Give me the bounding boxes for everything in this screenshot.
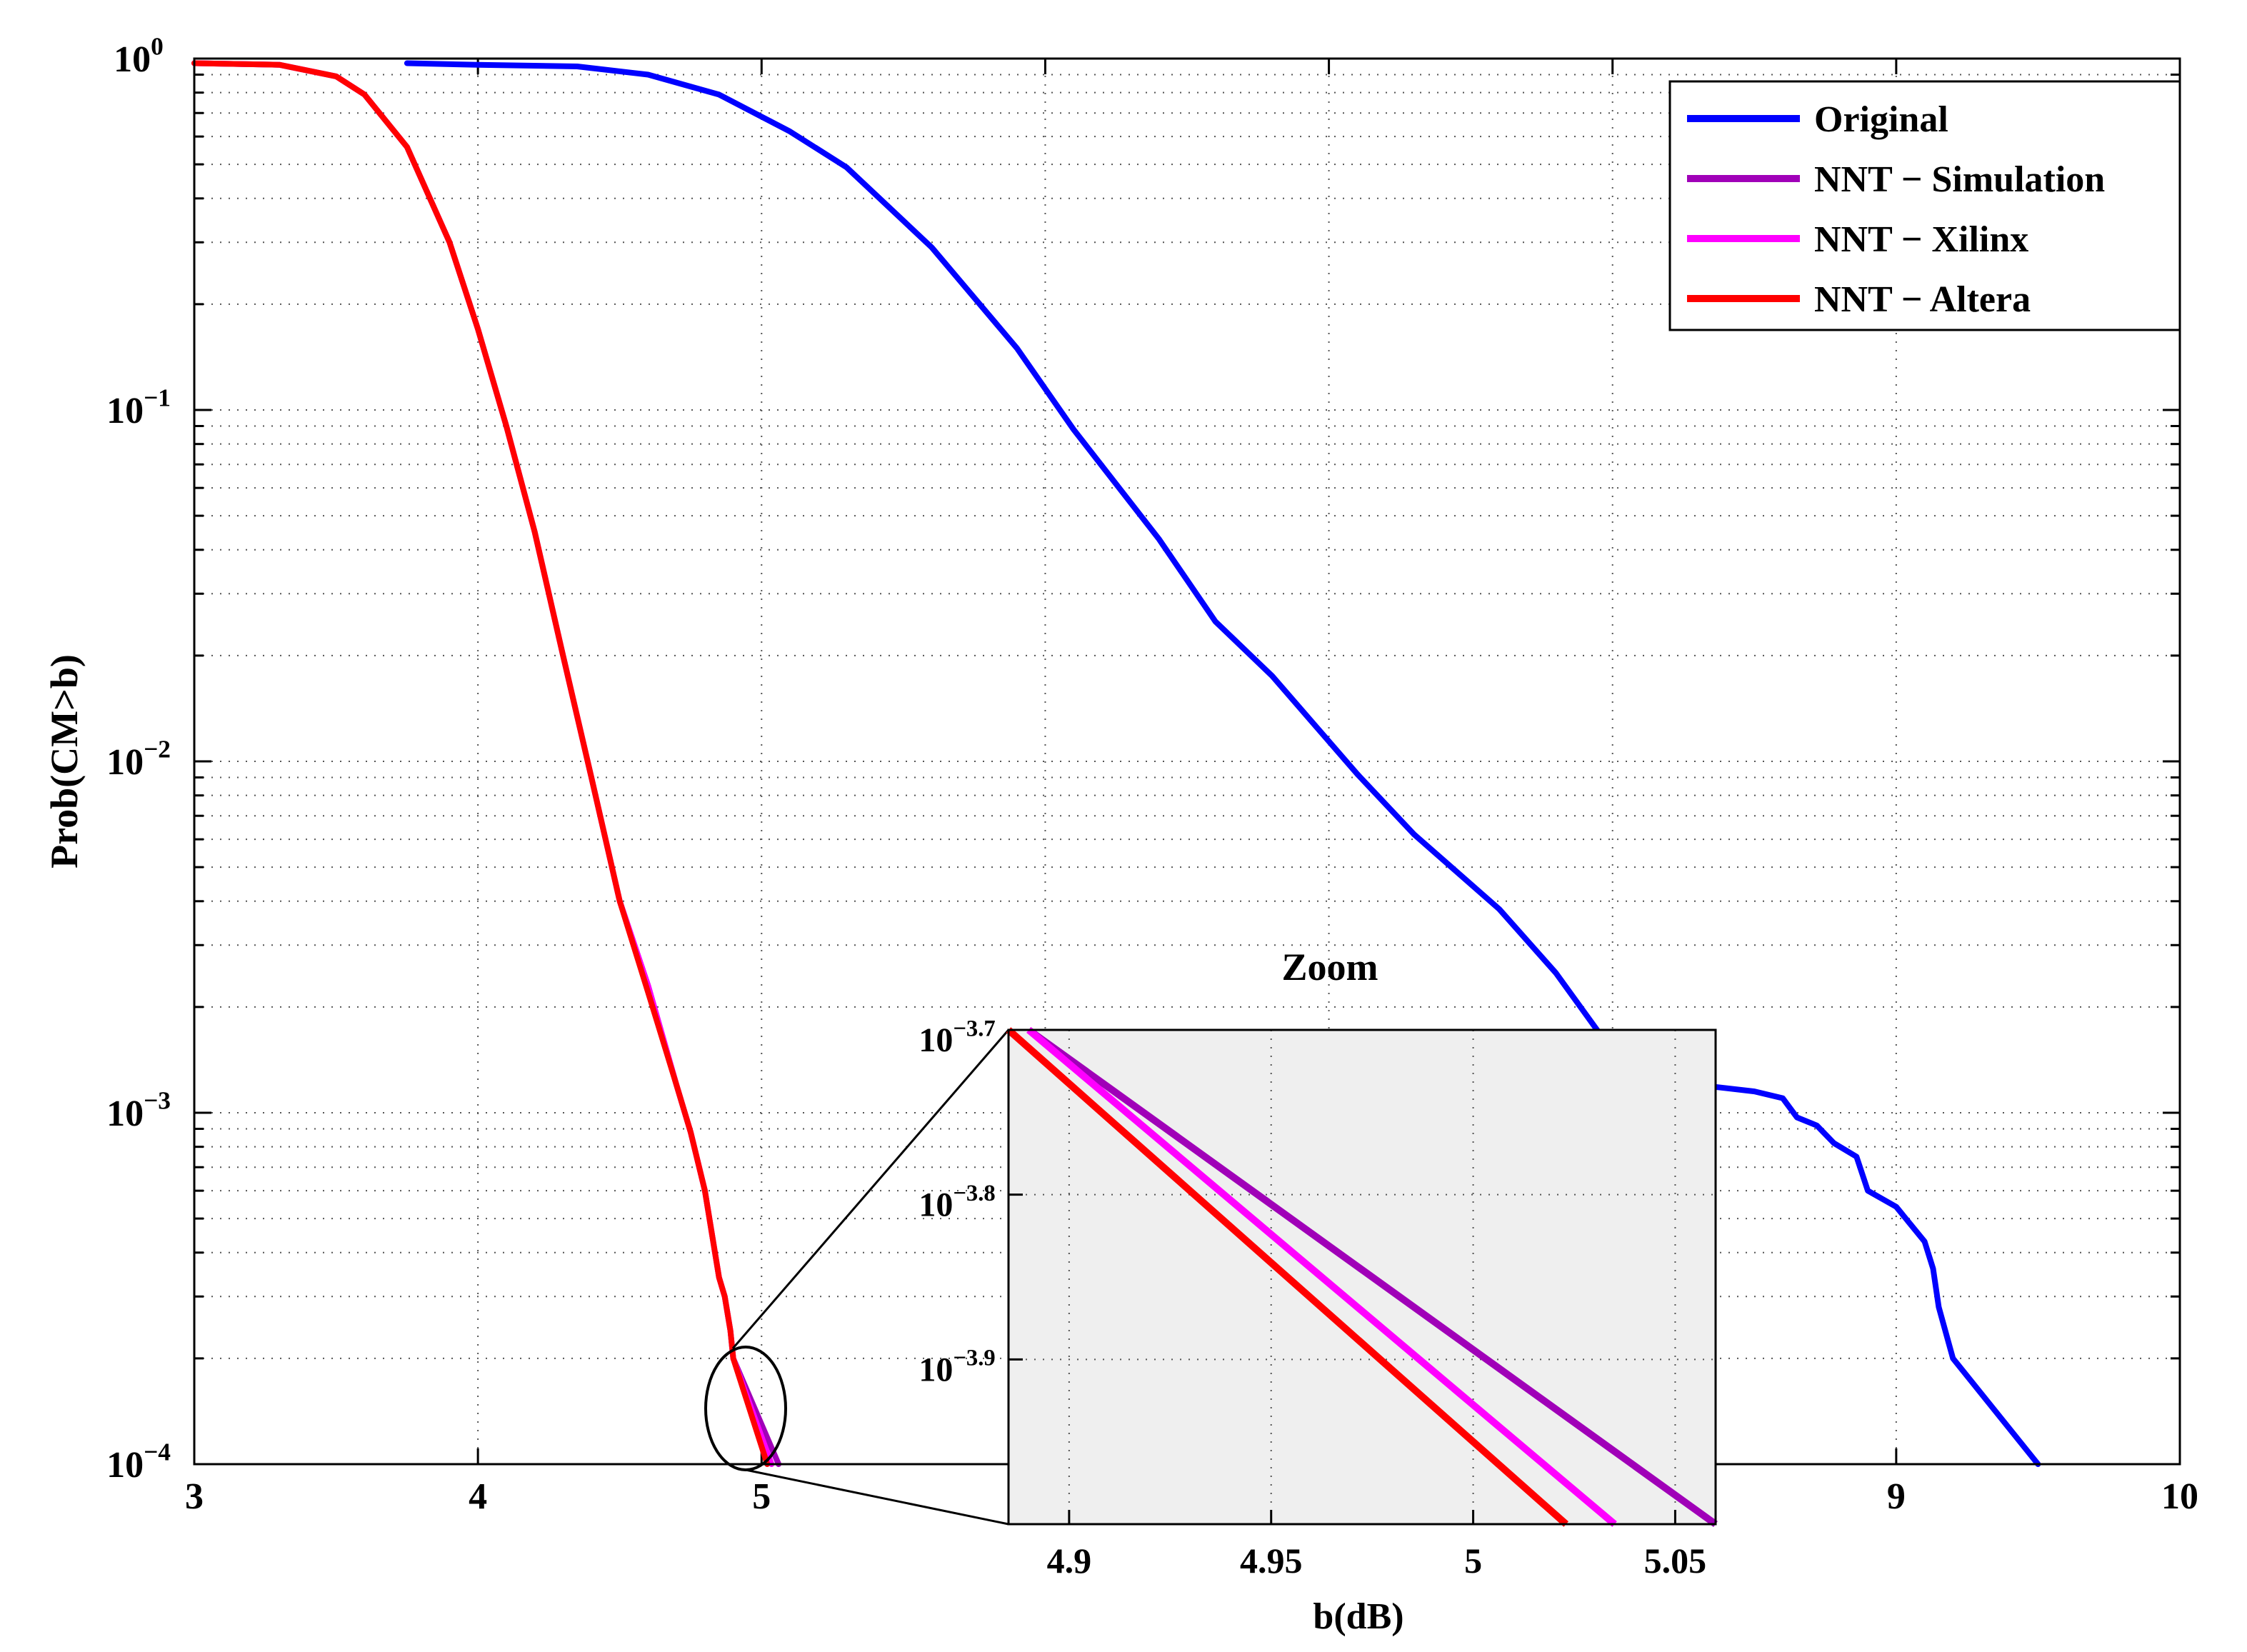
zoom-connector-top (731, 1029, 1010, 1349)
zoom-inset-frame (1007, 1028, 1717, 1526)
y-axis-label: Prob(CM>b) (43, 654, 86, 868)
legend-label: NNT − Simulation (1814, 159, 2105, 200)
zoom-y-tick-label: 10−3.7 (919, 1016, 995, 1059)
main-y-tick-label: 10−3 (106, 1086, 171, 1134)
main-x-tick-label: 5 (752, 1476, 771, 1517)
zoom-x-tick-label: 5 (1464, 1541, 1482, 1581)
zoom-y-tick-label: 10−3.9 (919, 1346, 995, 1389)
main-x-tick-label: 4 (469, 1476, 487, 1517)
zoom-x-tick-label: 5.05 (1644, 1541, 1707, 1581)
x-axis-label: b(dB) (1313, 1596, 1403, 1637)
legend: Original NNT − Simulation NNT − Xilinx NNT … (1668, 80, 2181, 331)
series-nnt-altera (191, 60, 771, 1467)
zoom-y-tick-labels: 10−3.7 10−3.8 10−3.9 (919, 1016, 995, 1388)
main-y-tick-label: 10−2 (106, 735, 171, 783)
zoom-y-tick-label: 10−3.8 (919, 1181, 995, 1224)
zoom-x-tick-label: 4.9 (1047, 1541, 1092, 1581)
zoom-series-nnt-altera (1006, 1027, 1569, 1527)
legend-label: NNT − Xilinx (1814, 219, 2028, 260)
zoom-series (1006, 1026, 1718, 1528)
zoom-connector-bottom (745, 1468, 1009, 1526)
main-y-tick-labels: 10−4 10−3 10−2 10−1 100 (106, 32, 171, 1486)
zoom-x-tick-label: 4.95 (1240, 1541, 1303, 1581)
main-y-tick-label: 10−4 (106, 1438, 171, 1486)
main-y-tick-label: 10−1 (106, 384, 171, 431)
legend-label: Original (1814, 99, 1948, 140)
zoom-series-nnt-simulation (1026, 1026, 1718, 1528)
main-grid (193, 57, 2181, 1466)
zoom-title: Zoom (1282, 946, 1378, 988)
main-x-tick-label: 10 (2161, 1476, 2198, 1517)
legend-box (1668, 80, 2181, 331)
legend-label: NNT − Altera (1814, 279, 2031, 320)
zoom-series-nnt-xilinx (1026, 1027, 1617, 1527)
main-x-tick-label: 3 (185, 1476, 204, 1517)
zoom-x-tick-labels: 4.9 4.95 5 5.05 (1047, 1541, 1707, 1581)
main-y-tick-label: 100 (114, 32, 164, 80)
main-x-tick-label: 9 (1887, 1476, 1906, 1517)
